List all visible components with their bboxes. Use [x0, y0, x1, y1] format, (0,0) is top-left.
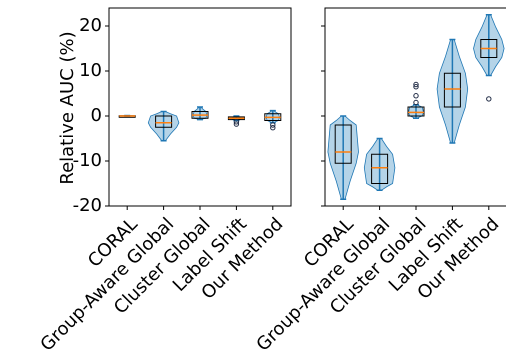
violin-0	[327, 115, 359, 200]
y-axis-label: Relative AUC (%)	[57, 31, 78, 184]
violin-3	[227, 115, 245, 127]
violin-4	[264, 109, 282, 131]
y-tick-label: -10	[73, 150, 102, 171]
y-tick-label: 0	[91, 105, 102, 126]
outlier-point	[270, 122, 276, 128]
box	[407, 106, 425, 117]
box	[443, 72, 461, 108]
box	[155, 115, 173, 128]
outlier-point	[413, 99, 419, 106]
violin-2	[191, 106, 209, 121]
box	[371, 153, 389, 184]
violin-4	[473, 14, 505, 102]
outlier-point	[233, 119, 240, 125]
y-tick-label: 10	[79, 60, 102, 81]
violin-3	[436, 38, 469, 144]
violin-0	[118, 114, 136, 118]
outlier-point	[413, 81, 419, 88]
violin-1	[363, 137, 396, 191]
outlier-point	[413, 93, 419, 99]
box	[334, 124, 352, 164]
outlier-point	[413, 84, 419, 90]
outlier-point	[233, 121, 240, 127]
violin-1	[147, 110, 180, 142]
y-tick-label: -20	[73, 195, 102, 216]
y-tick-label: 20	[79, 15, 102, 36]
outlier-point	[270, 125, 276, 131]
violin-2	[407, 81, 425, 119]
outlier-point	[486, 96, 492, 102]
